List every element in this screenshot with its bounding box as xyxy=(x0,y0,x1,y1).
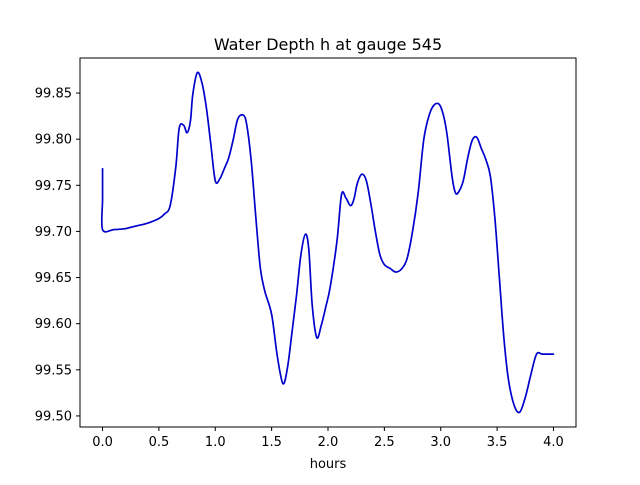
chart-title: Water Depth h at gauge 545 xyxy=(214,35,442,54)
x-tick-label: 4.0 xyxy=(543,435,564,450)
x-tick-label: 3.5 xyxy=(487,435,508,450)
x-tick-label: 1.5 xyxy=(261,435,282,450)
x-axis: 0.0 0.5 1.0 1.5 2.0 2.5 3.0 3.5 4.0 xyxy=(92,427,564,450)
y-tick-label: 99.75 xyxy=(35,179,72,194)
y-tick-label: 99.85 xyxy=(35,87,72,102)
x-tick-label: 3.0 xyxy=(430,435,451,450)
y-tick-label: 99.55 xyxy=(35,363,72,378)
y-tick-label: 99.70 xyxy=(35,225,72,240)
x-tick-label: 1.0 xyxy=(205,435,226,450)
x-tick-label: 2.5 xyxy=(374,435,395,450)
y-axis: 99.50 99.55 99.60 99.65 99.70 99.75 99.80 99.85 xyxy=(35,87,80,424)
y-tick-label: 99.80 xyxy=(35,133,72,148)
x-axis-label: hours xyxy=(310,457,347,472)
x-tick-label: 2.0 xyxy=(318,435,339,450)
y-tick-label: 99.60 xyxy=(35,317,72,332)
y-tick-label: 99.65 xyxy=(35,271,72,286)
series-line-water-depth xyxy=(100,71,555,414)
x-tick-label: 0.5 xyxy=(149,435,170,450)
y-tick-label: 99.50 xyxy=(35,409,72,424)
x-tick-label: 0.0 xyxy=(92,435,113,450)
